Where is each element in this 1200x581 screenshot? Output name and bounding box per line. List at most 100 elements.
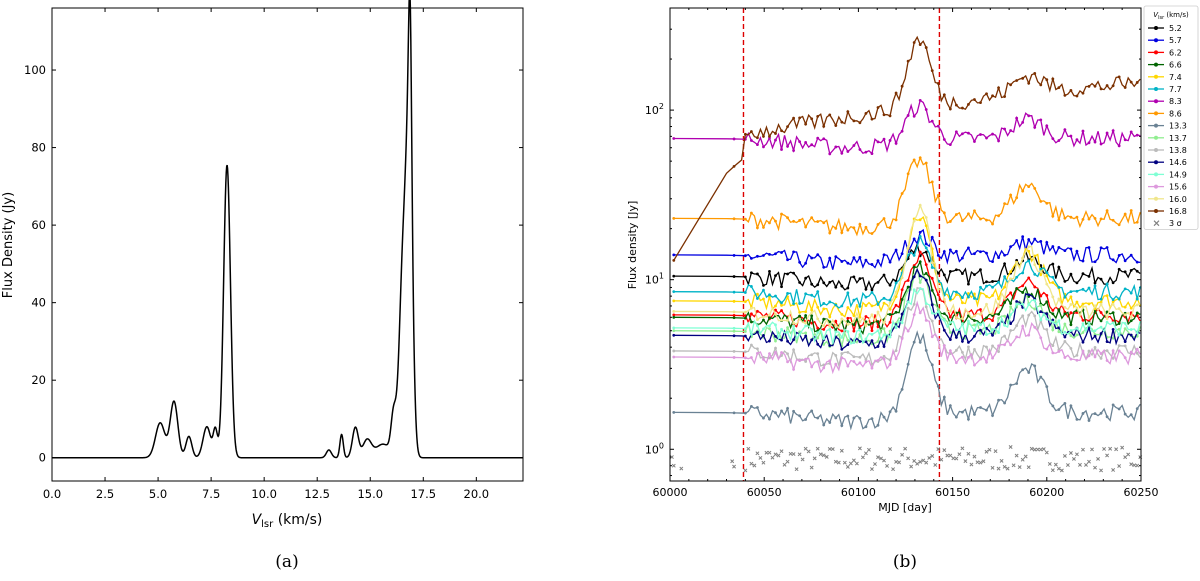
sigma-marker	[1123, 455, 1128, 460]
series-point	[954, 103, 958, 107]
series-point	[858, 256, 862, 259]
series-point	[942, 344, 946, 347]
series-point	[870, 232, 874, 235]
legend-item-14.9: 14.9	[1148, 170, 1187, 179]
series-point	[1075, 326, 1079, 330]
series-point	[822, 281, 826, 285]
series-point	[756, 143, 759, 147]
series-point	[936, 337, 940, 341]
series-point	[780, 148, 783, 151]
legend-marker	[1154, 26, 1158, 30]
series-point	[1105, 349, 1109, 353]
series-point	[846, 322, 850, 326]
series-point	[930, 303, 934, 307]
series-point	[948, 270, 952, 273]
series-point	[1111, 357, 1115, 360]
series-point	[1009, 83, 1013, 87]
series-point	[924, 242, 928, 246]
sigma-marker	[945, 453, 950, 458]
series-point	[906, 279, 910, 282]
series-point	[924, 108, 928, 111]
spectrum-x-tick-label: 10.0	[251, 487, 277, 501]
series-point	[1099, 142, 1103, 146]
series-point	[1015, 335, 1019, 339]
series-point	[828, 320, 832, 324]
series-point	[798, 219, 802, 222]
series-point	[828, 324, 832, 328]
series-point	[1069, 346, 1073, 350]
series-point	[1027, 185, 1031, 189]
sigma-marker	[1087, 459, 1091, 464]
series-point	[774, 346, 777, 350]
series-point	[930, 335, 934, 339]
series-point	[973, 273, 976, 277]
series-point	[672, 313, 676, 317]
series-point	[672, 216, 676, 220]
series-point	[762, 297, 765, 301]
series-point	[774, 304, 777, 308]
series-point	[792, 367, 795, 371]
series-point	[810, 338, 814, 342]
series-point	[852, 360, 856, 363]
series-point	[894, 295, 898, 299]
series-point	[985, 408, 988, 412]
series-point	[780, 409, 783, 413]
series-point	[1087, 349, 1091, 353]
series-point	[1135, 311, 1139, 315]
sigma-marker	[1105, 453, 1110, 458]
series-point	[1117, 322, 1121, 325]
series-point	[1015, 239, 1019, 242]
series-line	[673, 155, 1141, 237]
series-point	[1135, 407, 1139, 411]
series-point	[822, 137, 826, 141]
series-point	[888, 260, 892, 264]
series-point	[870, 339, 874, 342]
series-point	[864, 150, 868, 154]
series-point	[792, 116, 795, 120]
series-point	[1063, 401, 1067, 405]
series-point	[882, 415, 886, 419]
series-point	[1093, 346, 1097, 349]
series-point	[822, 324, 826, 328]
legend-label: 6.6	[1169, 61, 1182, 70]
series-point	[997, 305, 1000, 309]
series-point	[1087, 246, 1091, 249]
series-point	[816, 336, 820, 340]
series-point	[961, 340, 964, 343]
series-point	[834, 324, 838, 327]
spectrum-line	[52, 0, 523, 459]
series-point	[798, 140, 802, 144]
series-point	[768, 270, 771, 273]
series-point	[1045, 385, 1049, 389]
series-point	[810, 365, 814, 369]
series-point	[816, 416, 820, 420]
series-point	[786, 330, 789, 334]
series-point	[997, 312, 1000, 316]
series-point	[1051, 262, 1055, 266]
series-point	[948, 349, 952, 353]
series-point	[924, 216, 928, 219]
series-point	[749, 333, 753, 336]
series-point	[985, 345, 988, 349]
series-point	[888, 139, 892, 142]
series-point	[1009, 270, 1013, 274]
series-point	[979, 328, 982, 332]
series-point	[1039, 267, 1043, 271]
series-point	[732, 313, 736, 317]
sigma-marker	[791, 452, 796, 456]
series-point	[1057, 408, 1061, 411]
series-point	[816, 305, 820, 309]
series-point	[792, 409, 795, 413]
series-point	[1057, 86, 1061, 90]
series-point	[1057, 326, 1061, 330]
series-point	[936, 271, 940, 275]
sigma-marker	[1041, 447, 1046, 452]
series-point	[749, 320, 753, 324]
series-point	[997, 331, 1000, 335]
series-point	[1015, 196, 1019, 200]
sigma-marker	[806, 449, 811, 454]
spectrum-axes-frame	[51, 7, 524, 482]
series-point	[948, 309, 952, 313]
series-point	[780, 338, 783, 342]
series-point	[858, 416, 862, 420]
